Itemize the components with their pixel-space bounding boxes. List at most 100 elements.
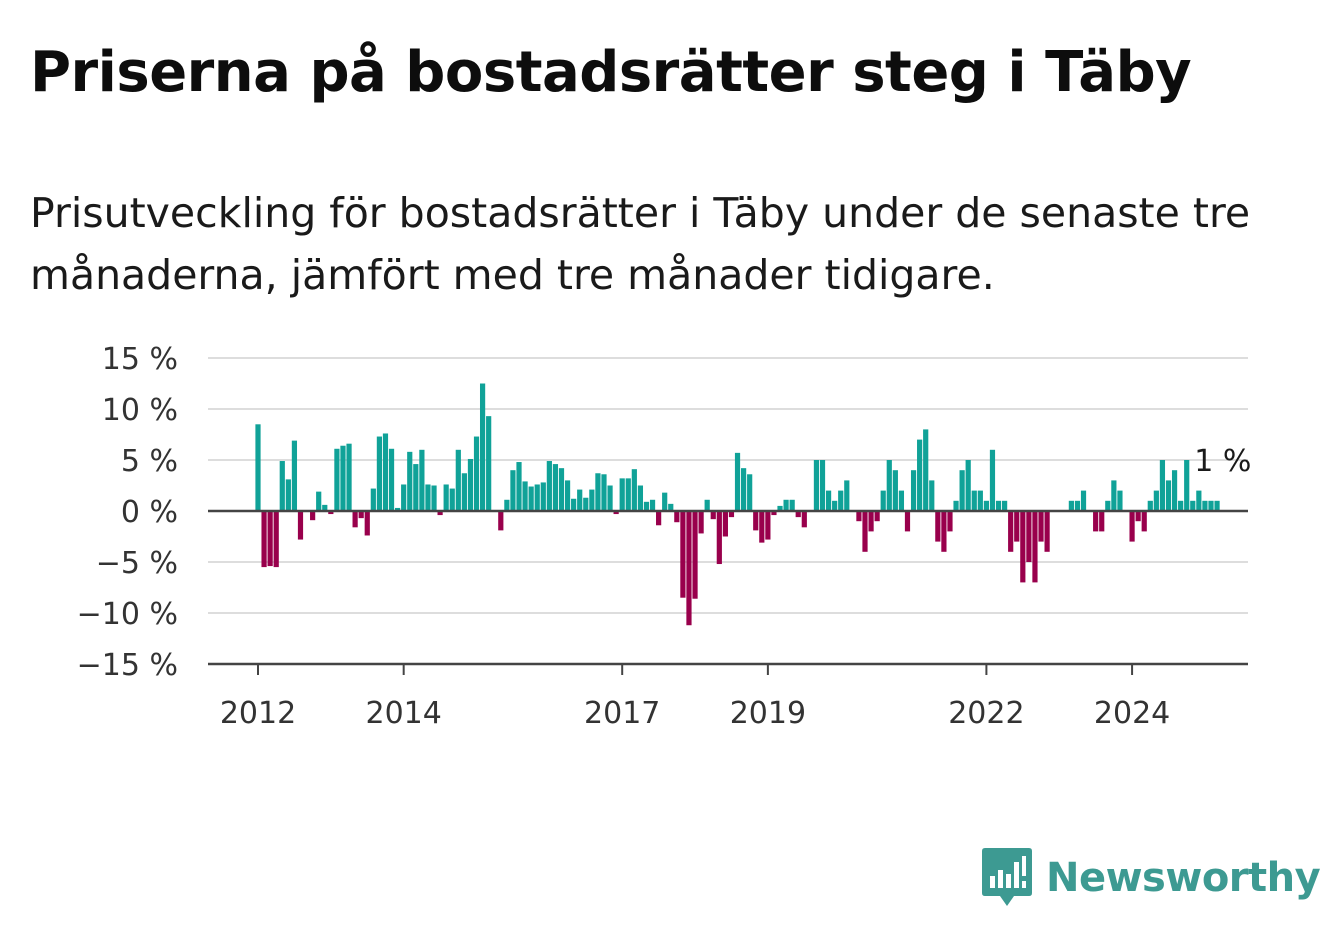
bar [892,470,898,511]
bar [1002,500,1008,511]
bar [467,458,474,511]
bar [722,511,728,537]
bar [498,511,504,531]
bar [801,511,807,528]
bar [838,490,844,511]
y-tick-label: 10 % [102,393,178,428]
bar [273,511,279,568]
bar [959,470,965,511]
x-tick-label: 2022 [948,696,1024,731]
bar [388,448,395,511]
bar [376,436,382,511]
bar [1093,511,1099,532]
newsworthy-logo-icon [982,848,1032,906]
bar [449,488,455,511]
x-tick-label: 2024 [1094,696,1170,731]
bar [947,511,953,532]
bar [546,461,552,511]
x-tick-label: 2012 [220,696,296,731]
bar [662,492,668,511]
bar [267,511,273,567]
bar [358,511,364,519]
bar [783,499,789,511]
bar [728,511,735,518]
bar [1129,511,1135,542]
bar [1074,500,1081,511]
bar [346,443,352,511]
bar [479,383,486,511]
bar [1111,480,1117,511]
y-tick-label: 15 % [102,342,178,377]
bar [765,511,771,540]
bar [1020,511,1026,583]
bar [382,433,389,511]
bar [425,484,431,511]
bar [291,440,298,511]
bar [297,511,304,540]
bar [619,478,625,511]
bar [680,511,686,598]
bar [1026,511,1032,562]
bar [813,460,820,511]
bar [819,460,826,511]
bar [601,474,607,511]
bar [461,473,467,511]
bar [898,490,905,511]
bar [656,511,662,526]
bar [1141,511,1147,532]
x-axis-ticks: 2012 2014 2017 2019 2022 2024 [220,664,1170,731]
bar [510,470,516,511]
bar [1214,500,1220,511]
bar [995,500,1002,511]
bar [279,461,285,511]
bar [753,511,759,531]
bar [577,489,583,511]
bar [953,500,959,511]
bar [316,491,322,511]
bar [1178,500,1184,511]
bar [789,499,795,511]
bar [716,511,722,565]
bar [625,478,631,511]
bar [1159,460,1166,511]
bar [1080,490,1087,511]
bar [910,470,917,511]
bar [923,429,929,511]
bar [528,486,534,511]
bar [795,511,801,518]
bar [534,484,540,511]
bar [419,449,425,511]
y-tick-label: 5 % [121,444,178,479]
bar [862,511,868,552]
bar [564,480,571,511]
bar [504,499,510,511]
bar [704,499,710,511]
bar [1153,490,1159,511]
bar [522,481,528,511]
bar [571,498,577,511]
bar [1014,511,1020,542]
newsworthy-logo: Newsworthy [982,848,1321,908]
bar [1171,470,1178,511]
bar [1147,500,1153,511]
bar [395,507,401,511]
bar [874,511,880,522]
bar [1117,490,1123,511]
bar [643,501,650,511]
bar [340,445,346,511]
bar [747,474,753,511]
bar [686,511,692,626]
bar [261,511,267,568]
bar [734,452,741,511]
bar [971,490,977,511]
bar [649,499,656,511]
bar [637,485,644,511]
bar [989,449,996,511]
bar [856,511,862,522]
bar [558,468,565,511]
bar [285,479,291,511]
bar [832,500,838,511]
bar [1008,511,1014,552]
bar [935,511,941,542]
bar [595,473,601,511]
